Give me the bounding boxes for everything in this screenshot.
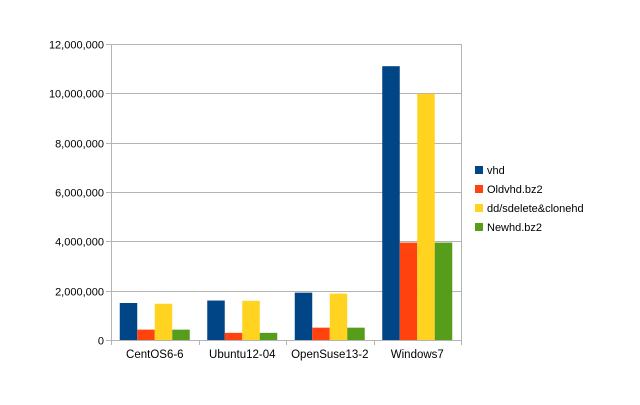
- bar-dd-sdelete-clonehd: [154, 303, 173, 340]
- y-tick-label: 4,000,000: [55, 237, 104, 249]
- legend-swatch: [475, 204, 483, 212]
- legend-swatch: [475, 166, 483, 174]
- y-tick-label: 12,000,000: [49, 40, 104, 52]
- y-tick-label: 8,000,000: [55, 139, 104, 151]
- bar-newhd-bz2: [259, 332, 278, 340]
- bar-newhd-bz2: [347, 327, 365, 340]
- bar-vhd: [119, 303, 138, 340]
- y-tick-label: 6,000,000: [55, 188, 104, 200]
- bar-oldvhd-bz2: [137, 329, 155, 340]
- bar-oldvhd-bz2: [224, 332, 243, 340]
- bar-vhd: [382, 66, 400, 340]
- bar-newhd-bz2: [172, 329, 190, 340]
- legend-swatch: [475, 185, 483, 193]
- x-axis-category-labels: CentOS6-6 Ubuntu12-04 OpenSuse13-2 Windows7: [126, 349, 444, 361]
- bar-dd-sdelete-clonehd: [242, 300, 260, 340]
- bar-vhd: [207, 300, 225, 340]
- x-category-label: OpenSuse13-2: [291, 349, 368, 361]
- bar-dd-sdelete-clonehd: [329, 293, 348, 340]
- legend: vhd Oldvhd.bz2 dd/sdelete&clonehd Newhd.bz2: [475, 165, 584, 234]
- bar-oldvhd-bz2: [399, 242, 418, 340]
- x-category-label: Windows7: [391, 349, 444, 361]
- y-tick-label: 2,000,000: [55, 287, 104, 299]
- legend-label: Oldvhd.bz2: [487, 184, 543, 196]
- axes: [106, 44, 462, 345]
- x-category-label: CentOS6-6: [126, 349, 184, 361]
- y-tick-label: 10,000,000: [49, 89, 104, 101]
- bars: [119, 66, 453, 340]
- bar-newhd-bz2: [434, 242, 453, 340]
- bar-vhd: [294, 292, 313, 340]
- legend-label: Newhd.bz2: [487, 222, 542, 234]
- bar-dd-sdelete-clonehd: [417, 93, 435, 340]
- legend-label: vhd: [487, 165, 505, 177]
- y-tick-label: 0: [98, 336, 104, 348]
- x-category-label: Ubuntu12-04: [209, 349, 276, 361]
- legend-swatch: [475, 223, 483, 231]
- y-axis-tick-labels: 0 2,000,000 4,000,000 6,000,000 8,000,000 10,…: [49, 40, 104, 348]
- legend-label: dd/sdelete&clonehd: [487, 203, 584, 215]
- bar-oldvhd-bz2: [312, 327, 330, 340]
